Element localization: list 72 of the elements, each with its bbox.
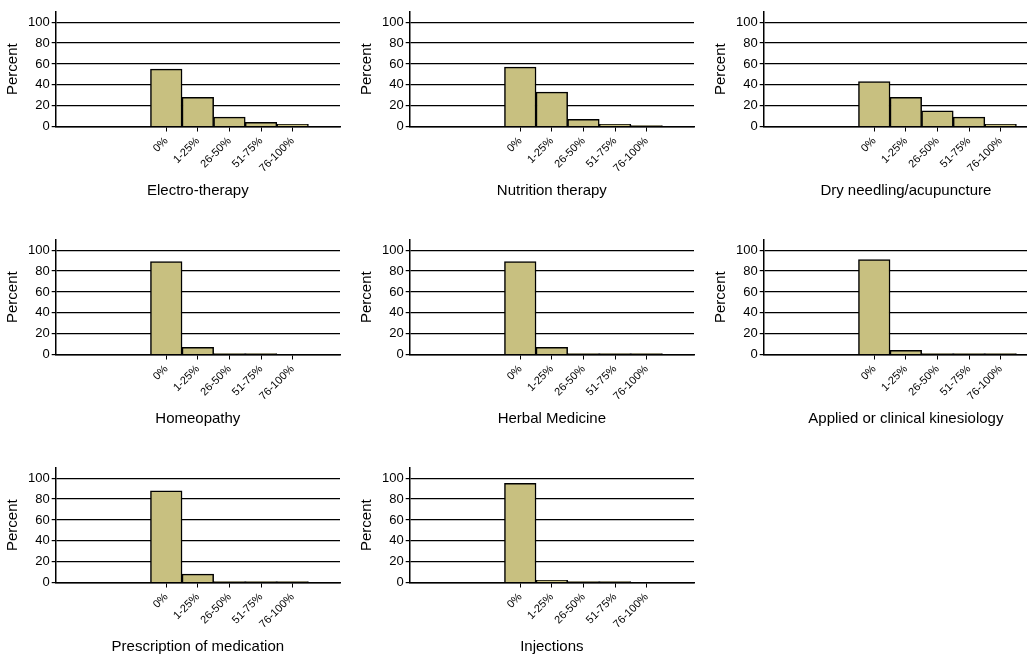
x-axis-title: Herbal Medicine xyxy=(497,409,607,427)
y-tick-label: 80 xyxy=(35,262,50,278)
y-tick-label: 20 xyxy=(35,325,50,341)
y-tick-label: 60 xyxy=(389,283,404,299)
y-tick-label: 80 xyxy=(389,34,404,50)
y-tick-label: 60 xyxy=(743,283,758,299)
y-tick-label: 40 xyxy=(35,76,50,92)
y-tick-label: 20 xyxy=(35,97,50,113)
y-tick-label: 40 xyxy=(743,76,758,92)
y-tick-label: 60 xyxy=(389,511,404,527)
y-tick-label: 100 xyxy=(381,13,404,29)
x-tick-label: 0% xyxy=(504,134,524,154)
y-tick-label: 80 xyxy=(743,34,758,50)
y-axis-title: Percent xyxy=(357,270,375,324)
x-axis-title: Injections xyxy=(520,637,584,655)
y-tick-label: 100 xyxy=(27,241,50,257)
y-tick-label: 100 xyxy=(27,13,50,29)
y-tick-label: 60 xyxy=(35,283,50,299)
y-tick-label: 100 xyxy=(381,241,404,257)
y-tick-label: 40 xyxy=(743,304,758,320)
x-tick-label: 0% xyxy=(150,134,170,154)
y-axis-title: Percent xyxy=(3,42,21,96)
y-axis-title: Percent xyxy=(711,42,729,96)
y-tick-label: 0 xyxy=(396,346,404,362)
y-tick-label: 80 xyxy=(743,262,758,278)
y-tick-label: 20 xyxy=(743,97,758,113)
y-tick-label: 20 xyxy=(35,553,50,569)
x-axis-title: Prescription of medication xyxy=(111,637,285,655)
y-tick-label: 40 xyxy=(35,304,50,320)
x-tick-label: 0% xyxy=(504,362,524,382)
y-axis-title: Percent xyxy=(357,42,375,96)
y-tick-label: 60 xyxy=(743,55,758,71)
x-axis-title: Electro-therapy xyxy=(146,181,250,199)
y-tick-label: 0 xyxy=(42,346,50,362)
x-tick-label: 0% xyxy=(150,590,170,610)
y-tick-label: 80 xyxy=(389,490,404,506)
y-tick-label: 40 xyxy=(389,304,404,320)
y-tick-label: 0 xyxy=(42,118,50,134)
y-tick-label: 0 xyxy=(750,346,758,362)
x-tick-label: 0% xyxy=(858,134,878,154)
y-tick-label: 20 xyxy=(743,325,758,341)
y-tick-label: 40 xyxy=(35,532,50,548)
y-axis-title: Percent xyxy=(3,498,21,552)
x-axis-title: Nutrition therapy xyxy=(496,181,608,199)
y-axis-title: Percent xyxy=(357,498,375,552)
y-tick-label: 80 xyxy=(35,490,50,506)
y-tick-label: 0 xyxy=(750,118,758,134)
y-tick-label: 80 xyxy=(35,34,50,50)
y-tick-label: 0 xyxy=(42,574,50,590)
y-tick-label: 20 xyxy=(389,97,404,113)
y-tick-label: 20 xyxy=(389,553,404,569)
x-axis-title: Dry needling/acupuncture xyxy=(820,181,992,199)
x-tick-label: 0% xyxy=(150,362,170,382)
x-axis-title: Homeopathy xyxy=(155,409,241,427)
y-tick-label: 100 xyxy=(735,241,758,257)
y-tick-label: 60 xyxy=(389,55,404,71)
y-tick-label: 60 xyxy=(35,511,50,527)
y-tick-label: 60 xyxy=(35,55,50,71)
y-tick-label: 100 xyxy=(735,13,758,29)
x-tick-label: 0% xyxy=(858,362,878,382)
y-tick-label: 100 xyxy=(381,469,404,485)
y-tick-label: 80 xyxy=(389,262,404,278)
y-tick-label: 100 xyxy=(27,469,50,485)
y-tick-label: 0 xyxy=(396,118,404,134)
y-tick-label: 0 xyxy=(396,574,404,590)
x-tick-label: 0% xyxy=(504,590,524,610)
y-tick-label: 40 xyxy=(389,532,404,548)
x-axis-title: Applied or clinical kinesiology xyxy=(808,409,1004,427)
y-tick-label: 40 xyxy=(389,76,404,92)
y-tick-label: 20 xyxy=(389,325,404,341)
y-axis-title: Percent xyxy=(3,270,21,324)
y-axis-title: Percent xyxy=(711,270,729,324)
